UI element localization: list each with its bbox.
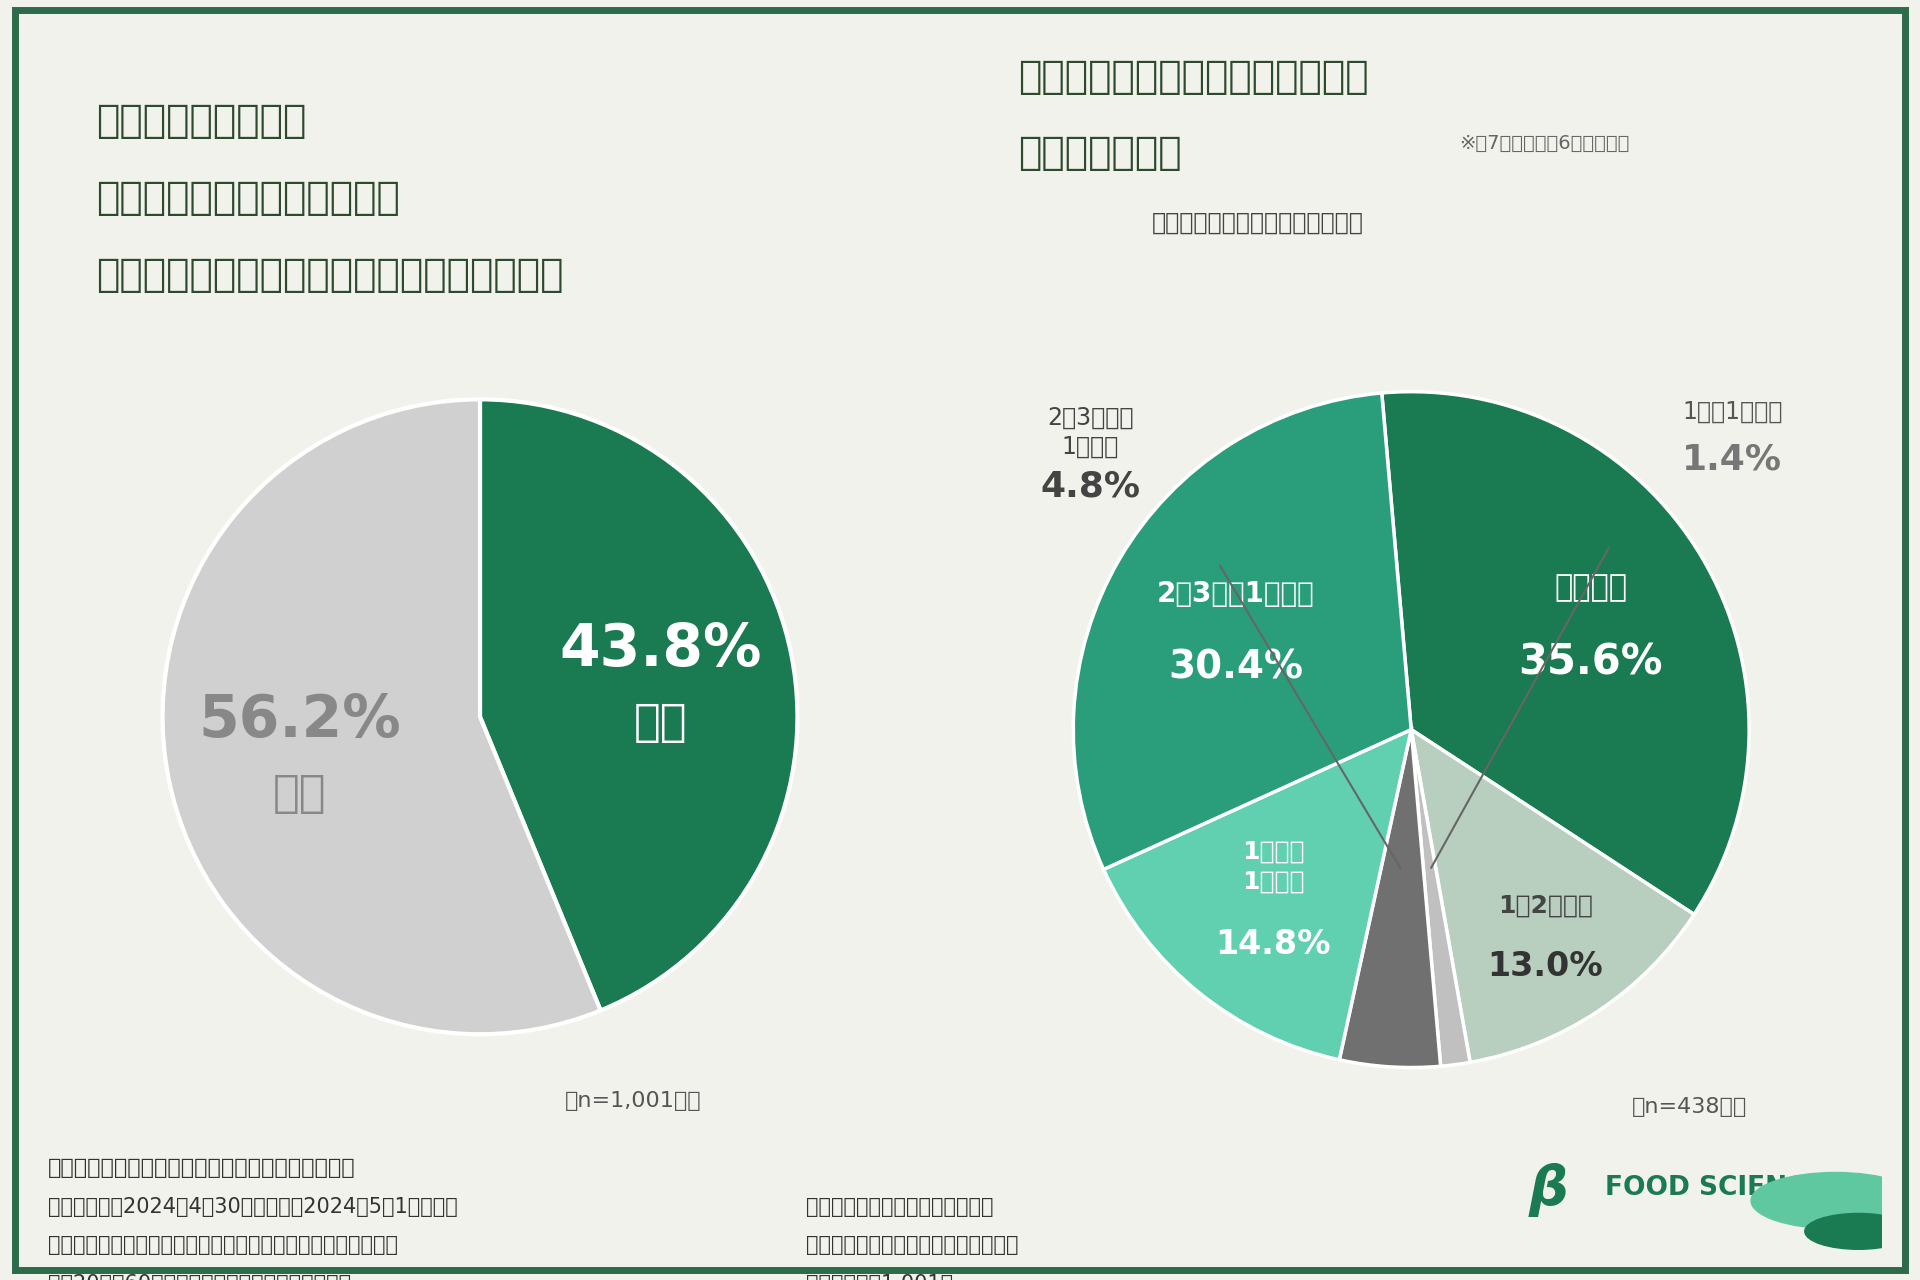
Text: 4.8%: 4.8% bbox=[1041, 470, 1140, 503]
Text: ・調査人数：1,001人: ・調査人数：1,001人 bbox=[806, 1274, 954, 1280]
Text: －「ある」と回答した方が回答－: －「ある」と回答した方が回答－ bbox=[1152, 211, 1363, 236]
Text: ・モニター提供元：ゼネラルリサーチ: ・モニター提供元：ゼネラルリサーチ bbox=[806, 1235, 1020, 1256]
Text: ・調査期間：2024年4月30日（火）～2024年5月1日（水）: ・調査期間：2024年4月30日（火）～2024年5月1日（水） bbox=[48, 1197, 457, 1217]
Text: （n=1,001人）: （n=1,001人） bbox=[564, 1091, 703, 1111]
Text: 1日2回以上: 1日2回以上 bbox=[1498, 893, 1594, 918]
Text: β: β bbox=[1528, 1164, 1569, 1217]
Text: 《調査概要：「プロテインと腸活」に関する調査》: 《調査概要：「プロテインと腸活」に関する調査》 bbox=[48, 1158, 355, 1179]
Text: 13.0%: 13.0% bbox=[1488, 950, 1603, 983]
Wedge shape bbox=[1340, 730, 1440, 1068]
Wedge shape bbox=[1411, 730, 1471, 1066]
Text: プロテインを飲んで: プロテインを飲んで bbox=[96, 102, 307, 141]
Wedge shape bbox=[1073, 393, 1411, 869]
Text: 14.8%: 14.8% bbox=[1215, 928, 1331, 961]
Text: 1週間に
1回程度: 1週間に 1回程度 bbox=[1242, 840, 1304, 893]
Wedge shape bbox=[1104, 730, 1411, 1060]
Text: FOOD SCIENCE: FOOD SCIENCE bbox=[1605, 1175, 1824, 1201]
Text: 56.2%: 56.2% bbox=[198, 692, 401, 749]
Text: ・調査対象：調査回答時に普段からプロテインを摂取している: ・調査対象：調査回答時に普段からプロテインを摂取している bbox=[48, 1235, 397, 1256]
Text: その時のプロテインの摂取頻度を: その時のプロテインの摂取頻度を bbox=[1018, 58, 1369, 96]
Text: 2〜3日に1回程度: 2〜3日に1回程度 bbox=[1158, 580, 1315, 608]
Wedge shape bbox=[1411, 730, 1693, 1062]
Text: ※全7項目中上位6項目を抜粋: ※全7項目中上位6項目を抜粋 bbox=[1459, 134, 1630, 154]
Text: 20代〜60代の男女であると回答したモニター: 20代〜60代の男女であると回答したモニター bbox=[48, 1274, 351, 1280]
Text: 35.6%: 35.6% bbox=[1519, 641, 1663, 684]
Text: （便秘、おなかの張り）経験はありますか？: （便秘、おなかの張り）経験はありますか？ bbox=[96, 256, 563, 294]
Wedge shape bbox=[480, 399, 797, 1010]
Text: 2〜3週間に
1回程度: 2〜3週間に 1回程度 bbox=[1046, 406, 1133, 460]
Text: 1か月1回程度: 1か月1回程度 bbox=[1682, 399, 1782, 424]
Text: 1.4%: 1.4% bbox=[1682, 443, 1782, 476]
Text: ほぼ毎日: ほぼ毎日 bbox=[1555, 573, 1628, 603]
Wedge shape bbox=[163, 399, 601, 1034]
Text: 教えてください: 教えてください bbox=[1018, 134, 1181, 173]
Text: ある: ある bbox=[634, 701, 687, 744]
Text: （n=438人）: （n=438人） bbox=[1632, 1097, 1747, 1117]
Text: ・調査方法：インターネット調査: ・調査方法：インターネット調査 bbox=[806, 1197, 995, 1217]
Wedge shape bbox=[1382, 392, 1749, 914]
Text: おなかの調子に変化を感じた: おなかの調子に変化を感じた bbox=[96, 179, 399, 218]
Text: 30.4%: 30.4% bbox=[1169, 649, 1304, 687]
Text: 43.8%: 43.8% bbox=[559, 621, 762, 678]
Text: ない: ない bbox=[273, 772, 326, 815]
Circle shape bbox=[1805, 1213, 1912, 1249]
Circle shape bbox=[1751, 1172, 1920, 1229]
